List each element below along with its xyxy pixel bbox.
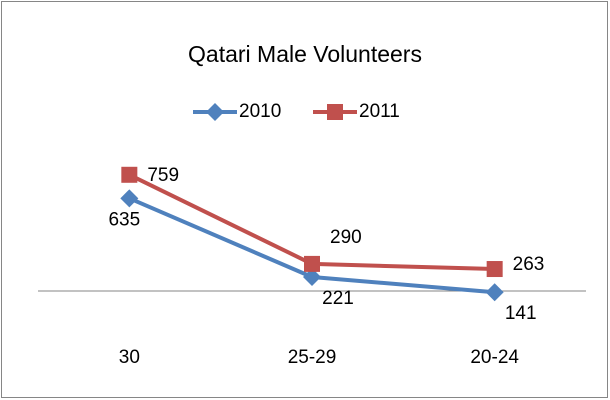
data-point bbox=[303, 268, 321, 287]
data-point bbox=[121, 166, 138, 183]
legend-marker bbox=[327, 104, 343, 120]
data-point bbox=[304, 255, 320, 272]
data-label: 290 bbox=[330, 227, 362, 248]
data-point bbox=[486, 261, 503, 278]
x-tick-label: 20-24 bbox=[470, 347, 519, 368]
data-label: 221 bbox=[322, 288, 354, 309]
data-label: 759 bbox=[147, 165, 179, 186]
legend-label: 2011 bbox=[359, 101, 400, 122]
legend-label: 2010 bbox=[239, 101, 281, 122]
data-label: 141 bbox=[505, 303, 537, 324]
x-tick-label: 30 bbox=[119, 347, 140, 368]
chart-title: Qatari Male Volunteers bbox=[188, 41, 422, 67]
x-tick-label: 25-29 bbox=[288, 347, 337, 368]
data-label: 635 bbox=[108, 209, 140, 230]
data-point bbox=[485, 283, 504, 302]
data-label: 263 bbox=[513, 254, 545, 275]
legend-marker bbox=[206, 103, 224, 121]
data-point bbox=[120, 189, 139, 208]
